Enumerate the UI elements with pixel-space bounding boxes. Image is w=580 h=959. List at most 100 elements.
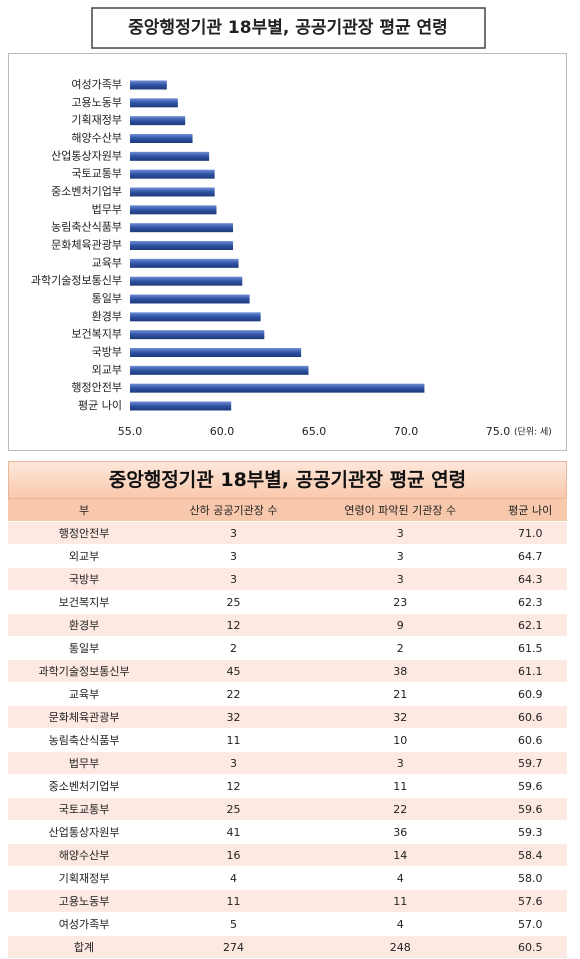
table-cell: 4 — [160, 866, 307, 890]
table-cell: 12 — [160, 613, 307, 637]
table-cell: 36 — [306, 820, 494, 844]
table-cell: 4 — [306, 912, 494, 936]
y-tick-label: 환경부 — [92, 310, 122, 323]
title-box — [91, 7, 486, 49]
y-tick-label: 평균 나이 — [78, 399, 122, 412]
table-cell: 32 — [160, 705, 307, 729]
table-cell: 274 — [160, 935, 307, 959]
y-tick-label: 고용노동부 — [71, 96, 122, 109]
table-cell: 60.5 — [493, 935, 567, 959]
bar — [130, 312, 261, 322]
table-cell: 11 — [160, 889, 307, 913]
table-cell: 3 — [306, 751, 494, 775]
table-cell: 합계 — [8, 935, 161, 959]
x-tick-label: 65.0 — [302, 425, 327, 438]
table-cell: 11 — [160, 728, 307, 752]
y-tick-label: 기획재정부 — [71, 114, 122, 127]
table-cell: 59.6 — [493, 797, 567, 821]
table-cell: 64.3 — [493, 567, 567, 591]
header-cell: 산하 공공기관장 수 — [160, 499, 307, 522]
table-cell: 법무부 — [8, 751, 161, 775]
table-cell: 11 — [306, 774, 494, 798]
table-cell: 60.6 — [493, 705, 567, 729]
bar — [130, 365, 309, 375]
table-cell: 외교부 — [8, 544, 161, 568]
table-cell: 문화체육관광부 — [8, 705, 161, 729]
table-cell: 12 — [160, 774, 307, 798]
bar — [130, 330, 265, 340]
table-row: 해양수산부 16 14 58.4 — [8, 843, 567, 867]
table-row: 행정안전부 3 3 71.0 — [8, 521, 567, 545]
table-row: 산업통상자원부 41 36 59.3 — [8, 820, 567, 844]
table-row: 농림축산식품부 11 10 60.6 — [8, 728, 567, 752]
y-tick-label: 여성가족부 — [71, 78, 122, 91]
y-tick-label: 국토교통부 — [71, 167, 122, 180]
table-cell: 산업통상자원부 — [8, 820, 161, 844]
table-cell: 58.0 — [493, 866, 567, 890]
table-row: 기획재정부 4 4 58.0 — [8, 866, 567, 890]
table-cell: 60.9 — [493, 682, 567, 706]
table-cell: 57.6 — [493, 889, 567, 913]
x-tick-label: 55.0 — [118, 425, 143, 438]
y-tick-label: 산업통상자원부 — [51, 149, 122, 162]
table-cell: 21 — [306, 682, 494, 706]
bar — [130, 187, 215, 197]
table-cell: 여성가족부 — [8, 912, 161, 936]
table: 부 산하 공공기관장 수 연령이 파악된 기관장 수 평균 나이 행정안전부 3 3 71.0… — [8, 499, 567, 959]
bar — [130, 241, 234, 250]
table-row: 보건복지부 25 23 62.3 — [8, 590, 567, 614]
y-tick-label: 국방부 — [92, 346, 122, 359]
bar — [130, 134, 193, 143]
table-cell: 64.7 — [493, 544, 567, 568]
table-row: 여성가족부 5 4 57.0 — [8, 912, 567, 936]
y-tick-label: 농림축산식품부 — [51, 221, 122, 234]
x-tick-label: 60.0 — [210, 425, 235, 438]
table-row: 문화체육관광부 32 32 60.6 — [8, 705, 567, 729]
table-cell: 61.1 — [493, 659, 567, 683]
table-cell: 16 — [160, 843, 307, 867]
table-row: 통일부 2 2 61.5 — [8, 636, 567, 660]
table-cell: 4 — [306, 866, 494, 890]
table-cell: 고용노동부 — [8, 889, 161, 913]
x-tick-label: 70.0 — [394, 425, 419, 438]
y-tick-label: 행정안전부 — [71, 381, 122, 394]
bar — [130, 276, 243, 286]
table-cell: 45 — [160, 659, 307, 683]
bar — [130, 151, 210, 161]
table-cell: 10 — [306, 728, 494, 752]
table-row: 교육부 22 21 60.9 — [8, 682, 567, 706]
bar — [130, 205, 217, 215]
bar — [130, 80, 167, 90]
bar — [130, 348, 302, 357]
bar — [130, 294, 250, 304]
table-cell: 국방부 — [8, 567, 161, 591]
table-cell: 22 — [306, 797, 494, 821]
table-cell: 3 — [160, 567, 307, 591]
table-row: 국방부 3 3 64.3 — [8, 567, 567, 591]
table-cell: 38 — [306, 659, 494, 683]
table-cell: 기획재정부 — [8, 866, 161, 890]
header-cell: 부 — [8, 499, 161, 522]
table-cell: 5 — [160, 912, 307, 936]
table-cell: 59.6 — [493, 774, 567, 798]
y-tick-label: 법무부 — [92, 203, 122, 216]
table-cell: 해양수산부 — [8, 843, 161, 867]
table-row: 합계 274 248 60.5 — [8, 935, 567, 959]
table-cell: 3 — [306, 521, 494, 545]
table-cell: 국토교통부 — [8, 797, 161, 821]
header-row: 부 산하 공공기관장 수 연령이 파악된 기관장 수 평균 나이 — [8, 499, 567, 522]
table-cell: 9 — [306, 613, 494, 637]
bar — [130, 116, 186, 126]
table-row: 고용노동부 11 11 57.6 — [8, 889, 567, 913]
table-cell: 58.4 — [493, 843, 567, 867]
table-cell: 60.6 — [493, 728, 567, 752]
table-cell: 농림축산식품부 — [8, 728, 161, 752]
bar — [130, 223, 234, 233]
table-row: 환경부 12 9 62.1 — [8, 613, 567, 637]
table-cell: 3 — [160, 521, 307, 545]
bar — [130, 258, 239, 268]
table-cell: 보건복지부 — [8, 590, 161, 614]
table-row: 법무부 3 3 59.7 — [8, 751, 567, 775]
bar — [130, 169, 215, 179]
header-cell: 연령이 파악된 기관장 수 — [306, 499, 494, 522]
